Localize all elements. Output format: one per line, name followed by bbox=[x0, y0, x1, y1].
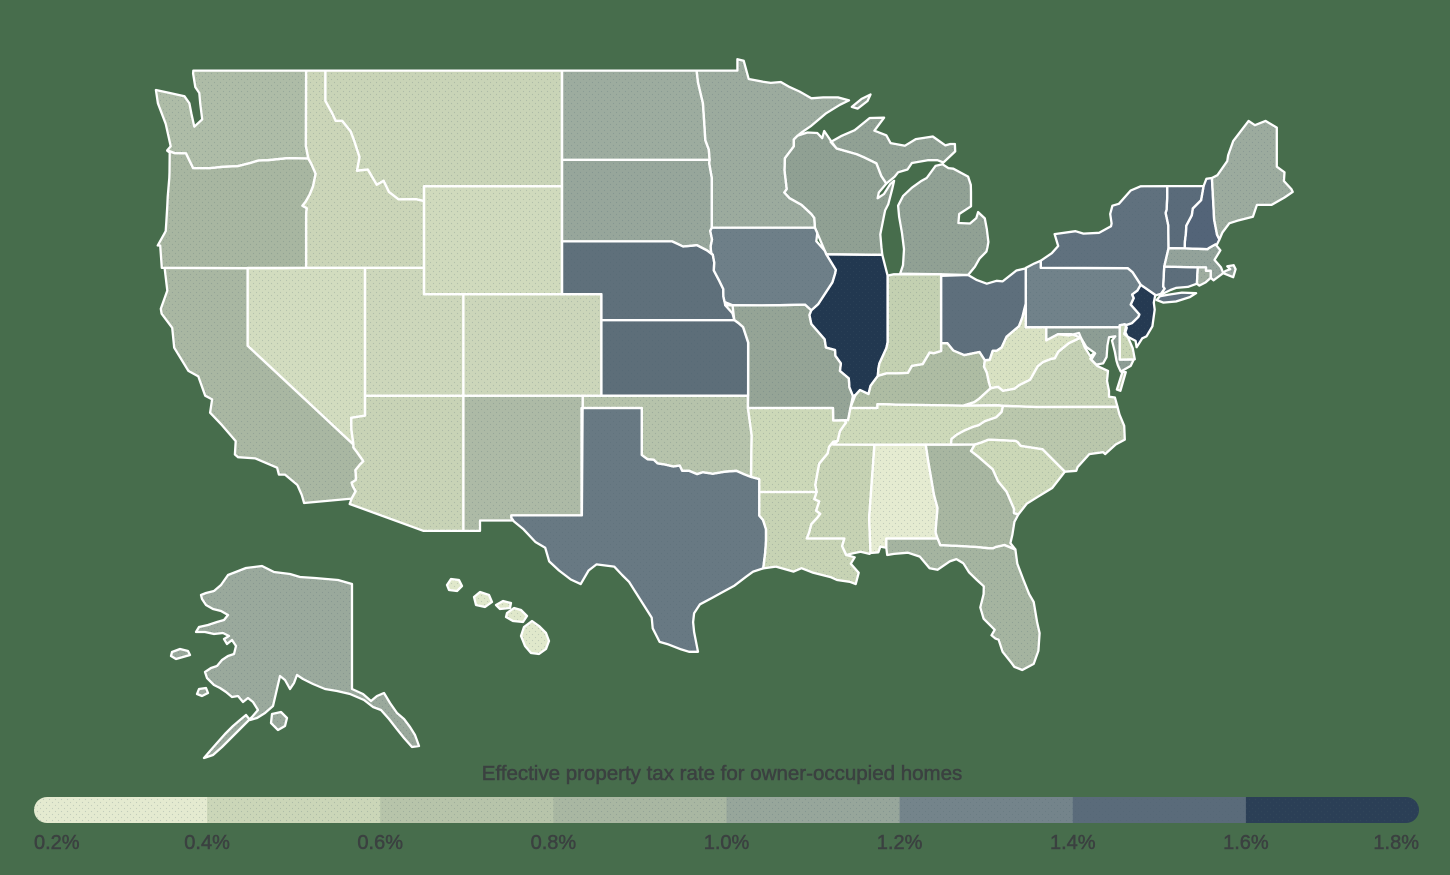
svg-text:0.4%: 0.4% bbox=[184, 832, 230, 854]
svg-text:0.8%: 0.8% bbox=[531, 832, 577, 854]
svg-text:0.2%: 0.2% bbox=[34, 832, 80, 854]
svg-text:Effective property tax rate fo: Effective property tax rate for owner-oc… bbox=[482, 762, 962, 785]
svg-text:1.8%: 1.8% bbox=[1373, 832, 1419, 854]
svg-text:1.6%: 1.6% bbox=[1223, 832, 1269, 854]
svg-text:0.6%: 0.6% bbox=[357, 832, 403, 854]
svg-text:1.0%: 1.0% bbox=[704, 832, 750, 854]
svg-text:1.2%: 1.2% bbox=[877, 832, 923, 854]
svg-text:1.4%: 1.4% bbox=[1050, 832, 1096, 854]
